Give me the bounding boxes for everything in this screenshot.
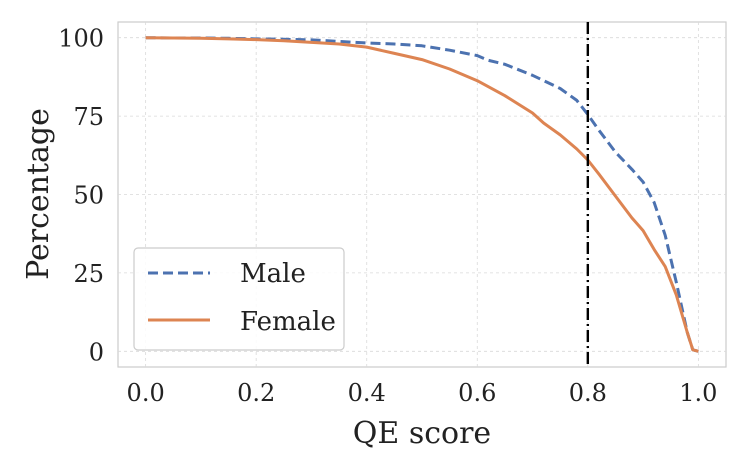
y-axis-label: Percentage bbox=[21, 108, 56, 280]
x-tick-label: 0.2 bbox=[237, 379, 275, 407]
x-tick-label: 0.4 bbox=[348, 379, 386, 407]
y-tick-label: 75 bbox=[73, 103, 104, 131]
tick-labels: 0.0 0.2 0.4 0.6 0.8 1.0 0 25 50 75 100 bbox=[58, 25, 717, 407]
legend: Male Female bbox=[133, 247, 345, 351]
series-lines bbox=[145, 36, 699, 353]
y-tick-label: 0 bbox=[89, 338, 104, 366]
y-tick-label: 25 bbox=[73, 260, 104, 288]
y-tick-label: 50 bbox=[73, 182, 104, 210]
x-tick-label: 0.8 bbox=[569, 379, 607, 407]
legend-label-female: Female bbox=[240, 307, 336, 337]
y-tick-label: 100 bbox=[58, 25, 104, 53]
legend-label-male: Male bbox=[240, 259, 306, 289]
x-tick-label: 1.0 bbox=[679, 379, 717, 407]
x-tick-label: 0.0 bbox=[127, 379, 165, 407]
x-axis-label: QE score bbox=[353, 416, 491, 451]
grid bbox=[118, 22, 726, 367]
x-tick-label: 0.6 bbox=[458, 379, 496, 407]
series-line-female bbox=[145, 36, 699, 353]
